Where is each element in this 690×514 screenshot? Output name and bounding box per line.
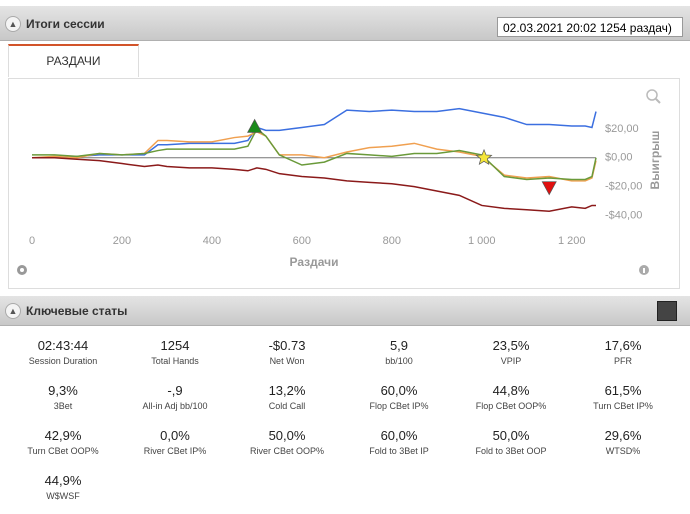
info-icon[interactable] bbox=[639, 265, 649, 275]
stat-label: Session Duration bbox=[28, 356, 98, 366]
x-axis-title: Раздачи bbox=[290, 255, 339, 269]
stat-label: Flop CBet IP% bbox=[369, 401, 429, 411]
x-tick-label: 0 bbox=[29, 235, 35, 247]
tab[interactable]: РАЗДАЧИ bbox=[8, 44, 139, 77]
stat: -,9 All-in Adj bb/100 bbox=[119, 383, 231, 411]
x-tick-label: 600 bbox=[293, 235, 311, 247]
stat-label: River CBet OOP% bbox=[249, 446, 325, 456]
collapse-icon[interactable]: ▲ bbox=[5, 16, 21, 32]
stat: 23,5% VPIP bbox=[455, 338, 567, 366]
x-tick-label: 800 bbox=[383, 235, 401, 247]
zoom-icon[interactable] bbox=[646, 89, 661, 104]
settings-icon[interactable] bbox=[17, 265, 27, 275]
layout-button[interactable] bbox=[657, 301, 677, 321]
x-tick-label: 200 bbox=[113, 235, 131, 247]
stat-value: 29,6% bbox=[604, 428, 642, 443]
stat: 44,8% Flop CBet OOP% bbox=[455, 383, 567, 411]
chart: Раздачи Выигрыш $20,00 $0,00 -$20,00 -$40,0… bbox=[17, 89, 662, 275]
stat-label: VPIP bbox=[500, 356, 522, 366]
series-line bbox=[31, 130, 597, 182]
stats-bar: ▲ Ключевые статы bbox=[0, 296, 690, 326]
stat-label: Net Won bbox=[269, 356, 305, 366]
stats-title: Ключевые статы bbox=[26, 304, 128, 318]
stat: 29,6% WTSD% bbox=[567, 428, 679, 456]
stat: 60,0% Flop CBet IP% bbox=[343, 383, 455, 411]
stat-value: 60,0% bbox=[380, 383, 418, 398]
header-title: Итоги сессии bbox=[26, 17, 105, 31]
stat-value: 44,9% bbox=[44, 473, 82, 488]
stat-value: 17,6% bbox=[604, 338, 642, 353]
stat: 5,9 bb/100 bbox=[343, 338, 455, 366]
stat: -$0.73 Net Won bbox=[231, 338, 343, 366]
stat: 60,0% Fold to 3Bet IP bbox=[343, 428, 455, 456]
stat-label: Turn CBet IP% bbox=[593, 401, 653, 411]
x-tick-label: 1 000 bbox=[468, 235, 496, 247]
stat-value: 50,0% bbox=[268, 428, 306, 443]
stat-label: All-in Adj bb/100 bbox=[142, 401, 208, 411]
stat-value: 5,9 bbox=[389, 338, 409, 353]
stat-value: 0,0% bbox=[160, 428, 190, 443]
stat: 9,3% 3Bet bbox=[7, 383, 119, 411]
stat-label: Flop CBet OOP% bbox=[475, 401, 547, 411]
event-marker bbox=[541, 181, 557, 196]
series-line bbox=[32, 127, 597, 181]
stat-value: 13,2% bbox=[268, 383, 306, 398]
stat-label: bb/100 bbox=[385, 356, 413, 366]
stat-value: 1254 bbox=[160, 338, 190, 353]
x-tick-label: 1 200 bbox=[558, 235, 586, 247]
stat-value: 02:43:44 bbox=[37, 338, 89, 353]
stat: 0,0% River CBet IP% bbox=[119, 428, 231, 456]
stat: 50,0% Fold to 3Bet OOP bbox=[455, 428, 567, 456]
stat-label: WTSD% bbox=[605, 446, 641, 456]
y-tick-label: $0,00 bbox=[605, 152, 633, 164]
chart-box bbox=[8, 78, 680, 289]
stat: 02:43:44 Session Duration bbox=[7, 338, 119, 366]
stat: 50,0% River CBet OOP% bbox=[231, 428, 343, 456]
event-marker bbox=[475, 148, 493, 166]
x-tick-label: 400 bbox=[203, 235, 221, 247]
stat: 42,9% Turn CBet OOP% bbox=[7, 428, 119, 456]
stat-label: PFR bbox=[614, 356, 632, 366]
stat-value: 9,3% bbox=[48, 383, 78, 398]
series-line bbox=[32, 157, 596, 212]
stat-label: Fold to 3Bet OOP bbox=[475, 446, 547, 456]
stat: 61,5% Turn CBet IP% bbox=[567, 383, 679, 411]
stat-value: -$0.73 bbox=[268, 338, 306, 353]
stat-label: Turn CBet OOP% bbox=[27, 446, 99, 456]
stat-value: 44,8% bbox=[492, 383, 530, 398]
stat-label: Cold Call bbox=[268, 401, 306, 411]
y-tick-label: -$40,00 bbox=[605, 209, 642, 221]
stat-value: 61,5% bbox=[604, 383, 642, 398]
stat: 13,2% Cold Call bbox=[231, 383, 343, 411]
stat-label: W$WSF bbox=[46, 491, 80, 501]
stat-value: 42,9% bbox=[44, 428, 82, 443]
event-marker bbox=[247, 118, 263, 133]
stat-label: Fold to 3Bet IP bbox=[369, 446, 429, 456]
stat-value: -,9 bbox=[167, 383, 183, 398]
stat-value: 60,0% bbox=[380, 428, 418, 443]
series-line bbox=[32, 107, 597, 159]
stat: 17,6% PFR bbox=[567, 338, 679, 366]
stat-label: River CBet IP% bbox=[143, 446, 207, 456]
header-bar: ▲ Итоги сессии 02.03.2021 20:02 1254 раз… bbox=[0, 6, 690, 41]
stat-value: 23,5% bbox=[492, 338, 530, 353]
y-tick-label: -$20,00 bbox=[605, 181, 642, 193]
stat-value: 50,0% bbox=[492, 428, 530, 443]
stat-label: 3Bet bbox=[53, 401, 73, 411]
session-dropdown[interactable]: 02.03.2021 20:02 1254 раздач) bbox=[497, 17, 683, 37]
y-axis-title: Выигрыш bbox=[648, 131, 662, 190]
stat: 1254 Total Hands bbox=[119, 338, 231, 366]
y-tick-label: $20,00 bbox=[605, 123, 639, 135]
stat: 44,9% W$WSF bbox=[7, 473, 119, 501]
collapse-icon[interactable]: ▲ bbox=[5, 303, 21, 319]
stat-label: Total Hands bbox=[151, 356, 199, 366]
